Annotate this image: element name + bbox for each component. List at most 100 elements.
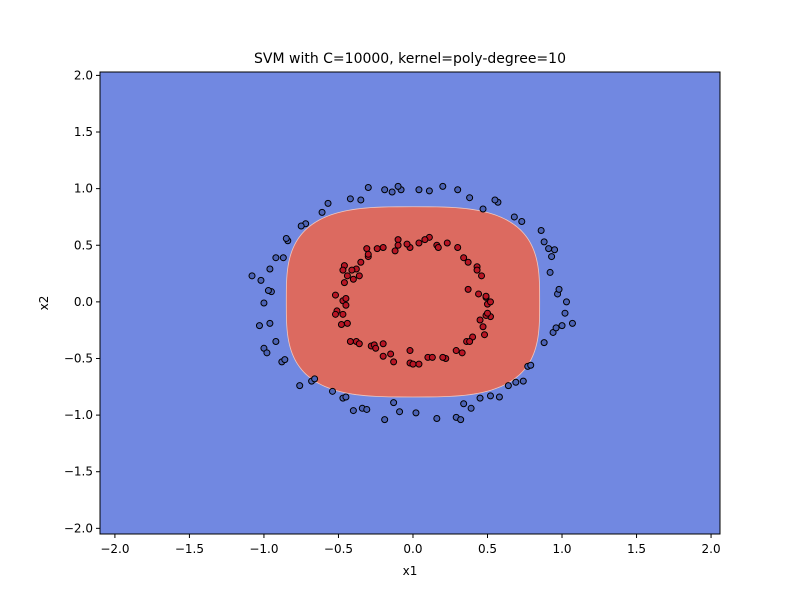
data-point-class-1 <box>434 244 442 252</box>
data-point-class-1 <box>342 294 350 302</box>
data-point-class-0 <box>433 415 441 422</box>
data-point-class-1 <box>484 309 491 317</box>
y-tick-label: −0.5 <box>64 351 93 365</box>
x-tick-label: 0.0 <box>403 542 422 556</box>
x-tick-label: −1.0 <box>249 542 278 556</box>
data-point-class-0 <box>537 227 545 235</box>
data-point-class-1 <box>343 272 351 280</box>
data-point-class-1 <box>415 360 423 368</box>
y-tick-label: −2.0 <box>64 521 93 535</box>
data-point-class-1 <box>343 319 351 327</box>
data-point-class-0 <box>263 349 271 357</box>
data-point-class-0 <box>279 254 287 262</box>
x-tick-label: −0.5 <box>324 542 353 556</box>
y-tick-label: −1.5 <box>64 465 93 479</box>
data-point-class-1 <box>364 250 372 258</box>
y-tick-label: 0.0 <box>74 295 93 309</box>
data-point-class-1 <box>391 247 399 255</box>
data-point-class-1 <box>372 344 380 352</box>
x-axis-label: x1 <box>403 564 418 578</box>
data-point-class-1 <box>349 275 357 283</box>
y-axis-label: x2 <box>37 296 51 311</box>
x-tick-label: 1.0 <box>552 542 571 556</box>
data-point-class-0 <box>548 253 556 261</box>
data-point-class-1 <box>373 245 381 253</box>
data-point-class-1 <box>331 310 339 318</box>
data-point-class-0 <box>349 407 357 415</box>
data-point-class-0 <box>412 409 420 417</box>
y-tick-label: 0.5 <box>74 238 93 252</box>
data-point-class-1 <box>379 340 387 348</box>
data-point-class-0 <box>527 361 535 369</box>
data-point-class-0 <box>381 416 389 424</box>
data-point-class-1 <box>340 279 348 287</box>
data-point-class-1 <box>482 292 490 300</box>
data-point-class-0 <box>248 272 256 280</box>
x-tick-label: 0.5 <box>478 542 497 556</box>
data-point-class-0 <box>561 309 569 317</box>
data-point-class-1 <box>346 338 354 345</box>
data-point-class-0 <box>390 399 398 407</box>
chart-title: SVM with C=10000, kernel=poly-degree=10 <box>254 51 566 67</box>
data-point-class-1 <box>464 258 472 266</box>
y-tick-label: 2.0 <box>74 68 93 82</box>
data-point-class-0 <box>364 184 372 191</box>
y-tick-label: 1.5 <box>74 125 93 139</box>
plot-frame <box>99 71 721 535</box>
data-point-class-1 <box>439 353 447 361</box>
data-point-class-0 <box>257 276 265 284</box>
data-point-class-0 <box>486 392 494 400</box>
data-point-class-1 <box>390 358 398 366</box>
data-point-class-0 <box>552 324 560 332</box>
data-point-class-1 <box>403 240 411 248</box>
data-point-class-0 <box>396 408 404 416</box>
data-point-class-1 <box>452 347 460 355</box>
x-tick-label: 2.0 <box>702 542 721 556</box>
data-point-class-0 <box>476 394 484 402</box>
data-point-class-0 <box>460 400 468 408</box>
decision-region-class-1 <box>285 206 541 398</box>
data-point-class-1 <box>460 254 468 262</box>
data-point-class-1 <box>476 316 484 324</box>
x-tick-label: 1.5 <box>627 542 646 556</box>
data-point-class-0 <box>457 416 465 424</box>
data-point-class-1 <box>337 321 345 329</box>
data-point-class-0 <box>545 245 553 253</box>
data-point-class-0 <box>282 234 290 242</box>
data-point-class-0 <box>296 382 304 390</box>
y-tick-label: 1.0 <box>74 182 93 196</box>
data-point-class-1 <box>409 360 417 368</box>
data-point-class-0 <box>512 378 520 386</box>
data-point-class-1 <box>342 301 350 309</box>
data-point-class-0 <box>519 377 527 385</box>
x-tick-label: −1.5 <box>175 542 204 556</box>
data-point-class-1 <box>331 291 339 299</box>
data-point-class-0 <box>357 196 365 204</box>
data-point-class-0 <box>272 338 280 345</box>
data-point-class-1 <box>363 245 371 253</box>
data-point-class-0 <box>540 238 548 246</box>
data-point-class-1 <box>379 244 387 252</box>
data-point-class-1 <box>421 236 429 244</box>
data-point-class-1 <box>387 350 395 358</box>
data-point-class-0 <box>346 195 354 203</box>
data-point-class-0 <box>415 186 423 194</box>
y-tick-label: −1.0 <box>64 408 93 422</box>
data-point-class-1 <box>406 347 414 355</box>
data-point-class-0 <box>318 208 326 216</box>
data-point-class-1 <box>379 352 387 360</box>
data-point-class-0 <box>394 182 402 190</box>
data-point-class-1 <box>486 298 494 306</box>
data-point-class-0 <box>555 285 563 293</box>
data-point-class-0 <box>558 322 566 330</box>
data-point-class-0 <box>518 217 526 225</box>
data-point-class-1 <box>475 290 483 298</box>
data-point-class-0 <box>540 339 548 347</box>
data-point-class-1 <box>394 241 402 249</box>
data-point-class-0 <box>255 322 263 330</box>
data-point-class-0 <box>466 194 474 202</box>
data-point-class-1 <box>357 258 365 266</box>
data-point-class-1 <box>339 266 347 274</box>
data-point-class-0 <box>297 222 305 230</box>
